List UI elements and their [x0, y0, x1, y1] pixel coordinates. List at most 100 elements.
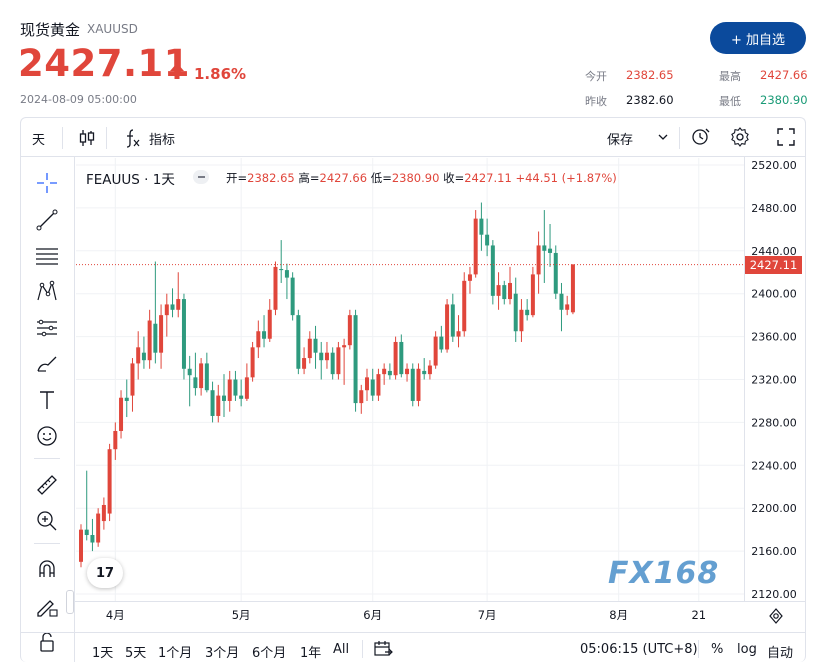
collapse-toolbar-handle[interactable] [66, 590, 74, 614]
horizontal-lines-icon[interactable] [34, 243, 60, 269]
range-1y[interactable]: 1年 [300, 646, 322, 661]
candle-body [422, 370, 427, 375]
candle-body [433, 336, 438, 366]
interval-select[interactable]: 天 [32, 133, 46, 148]
stat-prevclose-label: 昨收 [585, 95, 607, 108]
candle-body [113, 430, 118, 450]
indicators-button[interactable]: 指标 [149, 133, 176, 148]
range-6m[interactable]: 6个月 [252, 646, 287, 661]
candle-body [450, 304, 455, 337]
pattern-icon[interactable] [34, 279, 60, 305]
candle-body [84, 529, 89, 536]
chevron-down-icon[interactable] [657, 131, 669, 143]
toolbar-divider [106, 127, 107, 149]
candle-body [462, 280, 467, 332]
candle-body [262, 331, 267, 339]
axis-settings-icon[interactable] [767, 607, 785, 625]
toolbar-divider [62, 127, 63, 149]
y-tick-label: 2360.00 [751, 331, 797, 344]
candle-body [159, 315, 164, 353]
crosshair-icon[interactable] [34, 170, 60, 196]
ruler-icon[interactable] [34, 472, 60, 498]
candle-body [496, 285, 501, 296]
candle-body [370, 379, 375, 396]
log-scale-toggle[interactable]: log [737, 642, 757, 657]
stat-low-value: 2380.90 [760, 93, 808, 107]
range-5d[interactable]: 5天 [125, 646, 147, 661]
percent-scale-toggle[interactable]: % [711, 642, 724, 657]
legend-open: 2382.65 [247, 171, 295, 185]
candle-body [467, 274, 472, 281]
candle-body [233, 379, 238, 396]
y-tick-label: 2400.00 [751, 288, 797, 301]
save-button[interactable]: 保存 [607, 133, 634, 148]
candle-body [336, 347, 341, 375]
x-tick-label: 4月 [106, 608, 125, 622]
add-watchlist-button[interactable]: + 加自选 [710, 22, 806, 54]
candle-body [519, 309, 524, 332]
time-readout: 05:06:15 (UTC+8) [580, 642, 698, 657]
candle-body [239, 395, 244, 399]
candle-body [473, 218, 478, 275]
candle-body [307, 338, 312, 359]
range-all[interactable]: All [333, 642, 350, 657]
stat-high-value: 2427.66 [760, 68, 808, 82]
instrument-symbol: XAUUSD [87, 22, 138, 36]
candle-body [553, 252, 558, 294]
function-icon[interactable] [122, 127, 144, 149]
legend-close: 2427.11 [464, 171, 512, 185]
range-1d[interactable]: 1天 [92, 646, 114, 661]
candle-body [347, 315, 352, 346]
pencil-lock-icon[interactable] [34, 593, 60, 619]
legend-low-label: 低= [370, 171, 392, 185]
x-tick-label: 8月 [609, 608, 628, 622]
candle-body [119, 397, 124, 431]
candle-body [416, 368, 421, 401]
gear-icon[interactable] [729, 126, 751, 148]
auto-scale-toggle[interactable]: 自动 [767, 646, 794, 661]
change-percent: 1.86% [194, 65, 247, 83]
candle-body [302, 358, 307, 369]
candles-icon[interactable] [77, 128, 97, 148]
candle-body [490, 245, 495, 296]
candle-body [187, 368, 192, 376]
calendar-range-icon[interactable] [373, 640, 393, 658]
trend-line-icon[interactable] [34, 207, 60, 233]
legend-ohlc: 开=2382.65 高=2427.66 低=2380.90 收=2427.11 … [226, 170, 617, 186]
x-tick-label: 6月 [363, 608, 382, 622]
tradingview-logo[interactable]: 17 [87, 558, 123, 588]
candle-body [147, 320, 152, 361]
magnet-icon[interactable] [34, 557, 60, 583]
candle-body [273, 266, 278, 310]
candle-body [90, 535, 95, 543]
candle-body [445, 304, 450, 350]
x-tick-label: 21 [691, 608, 706, 622]
candle-body [439, 336, 444, 350]
watermark-logo: FX168 [608, 556, 720, 591]
alert-clock-icon[interactable] [690, 126, 712, 148]
legend-collapse-button[interactable] [193, 170, 209, 184]
emoji-icon[interactable] [34, 423, 60, 449]
candle-body [353, 315, 358, 404]
legend-high: 2427.66 [319, 171, 368, 185]
legend-high-label: 高= [298, 171, 320, 185]
range-3m[interactable]: 3个月 [205, 646, 240, 661]
toolbar-divider [679, 127, 680, 149]
x-tick-label: 7月 [478, 608, 497, 622]
grid [76, 158, 744, 601]
candle-body [548, 248, 553, 253]
zoom-in-icon[interactable] [34, 508, 60, 534]
fullscreen-icon[interactable] [776, 127, 796, 147]
candle-body [199, 363, 204, 389]
candle-body [193, 377, 198, 389]
stat-low-label: 最低 [719, 95, 741, 108]
range-1m[interactable]: 1个月 [158, 646, 193, 661]
brush-icon[interactable] [34, 351, 60, 377]
candle-body [136, 347, 141, 364]
lock-icon[interactable] [34, 629, 60, 655]
measure-lines-icon[interactable] [34, 315, 60, 341]
candle-body [181, 299, 186, 369]
last-price-label: 2427.11 [745, 255, 802, 274]
text-icon[interactable] [34, 387, 60, 413]
